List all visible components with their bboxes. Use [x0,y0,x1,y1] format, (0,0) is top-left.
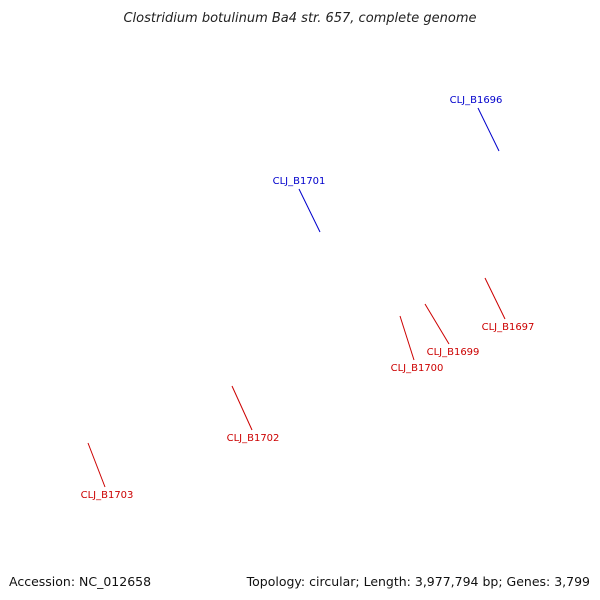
leader-clj-b1699 [424,303,450,345]
leader-clj-b1702 [231,385,253,431]
gene-label-clj-b1700[interactable]: CLJ_B1700 [391,363,444,374]
gene-label-clj-b1702[interactable]: CLJ_B1702 [227,433,280,444]
leader-clj-b1703 [87,442,106,488]
leader-clj-b1696 [477,107,500,152]
gene-label-clj-b1696[interactable]: CLJ_B1696 [450,95,503,106]
accession-text: Accession: NC_012658 [9,574,151,589]
leader-clj-b1697 [484,277,506,320]
gene-label-clj-b1699[interactable]: CLJ_B1699 [427,347,480,358]
genome-summary-text: Topology: circular; Length: 3,977,794 bp… [246,574,590,589]
leader-clj-b1701 [298,188,321,233]
gene-label-clj-b1703[interactable]: CLJ_B1703 [81,490,134,501]
gene-label-clj-b1697[interactable]: CLJ_B1697 [482,322,535,333]
leader-clj-b1700 [399,315,415,361]
label-leaders [87,107,506,488]
gene-label-clj-b1701[interactable]: CLJ_B1701 [273,176,326,187]
map-title: Clostridium botulinum Ba4 str. 657, comp… [123,11,476,26]
